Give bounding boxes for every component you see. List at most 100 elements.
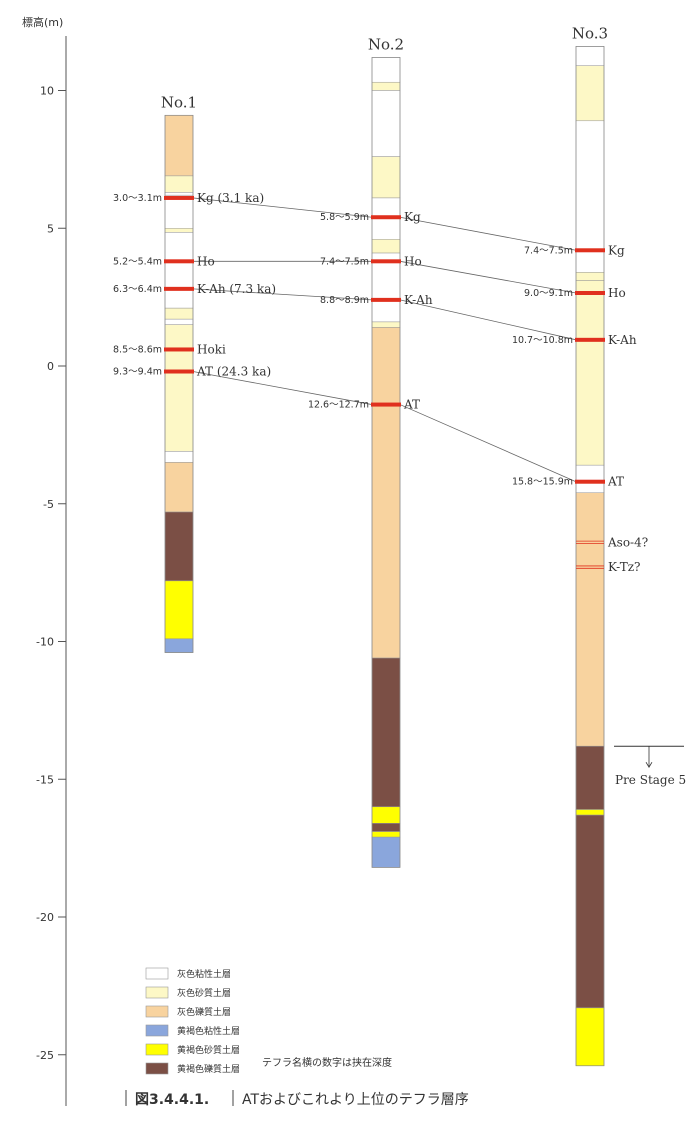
column-outline [371, 57, 401, 868]
borehole-column-1: No.1 Kg (3.1 ka) 3.0～3.1m Ho 5.2～5.4m K-Ah (7… [113, 93, 276, 653]
layer-grey-clay [575, 464, 605, 493]
pre-stage-arrowhead [645, 761, 653, 768]
tephra-label: K-Ah [608, 333, 637, 347]
layer-yellow-gravel [371, 823, 401, 832]
tephra-depth-label: 12.6～12.7m [308, 400, 369, 411]
layer-grey-sand [164, 324, 194, 452]
layer-yellow-gravel [164, 511, 194, 582]
layer-grey-sand [164, 175, 194, 193]
tephra-band [575, 248, 605, 253]
correlation-line-kg [399, 216, 577, 251]
axis-tick-label: -20 [36, 911, 54, 924]
borehole-column-3: No.3 Kg 7.4～7.5m Ho 9.0～9.1m K-Ah 10.7～10.8m AT… [512, 24, 648, 1067]
tephra-depth-label: 15.8～15.9m [512, 477, 573, 488]
layer-grey-sand [575, 65, 605, 122]
tephra-label: K-Tz? [608, 560, 640, 574]
layer-grey-sand [371, 321, 401, 328]
layer-grey-clay [164, 318, 194, 325]
correlation-line-k-ah [399, 299, 577, 341]
axis-title: 標高(m) [22, 15, 63, 29]
legend-swatch-yellow-clay [145, 1024, 169, 1037]
axis-tick-label: -5 [43, 498, 54, 511]
layer-grey-clay [164, 192, 194, 196]
tephra-depth-label: 5.8～5.9m [320, 212, 369, 223]
layer-yellow-sand [575, 809, 605, 816]
layer-yellow-clay [371, 836, 401, 868]
layer-grey-gravel [164, 115, 194, 177]
layer-yellow-sand [371, 831, 401, 838]
tephra-band [575, 479, 605, 484]
axis-tick-label: 5 [47, 222, 54, 235]
layer-grey-clay [371, 57, 401, 83]
tephra-label: Hoki [197, 342, 226, 356]
caption-number: 図3.4.4.1. [135, 1092, 209, 1108]
tephra-band [164, 286, 194, 291]
layer-grey-clay [164, 451, 194, 463]
layer-yellow-sand [371, 806, 401, 824]
layer-yellow-gravel [371, 657, 401, 808]
tephra-label: Aso-4? [607, 535, 648, 549]
tephra-label: Kg (3.1 ka) [197, 191, 264, 205]
legend-swatch-yellow-gravel [145, 1062, 169, 1075]
legend-label: 灰色粘性土層 [177, 968, 231, 980]
tephra-correlation-lines [192, 197, 577, 483]
layer-yellow-sand [164, 580, 194, 639]
tephra-label: Ho [404, 254, 422, 268]
layer-yellow-clay [164, 638, 194, 653]
tephra-depth-label: 5.2～5.4m [113, 256, 162, 267]
tephra-depth-label: 6.3～6.4m [113, 284, 162, 295]
correlation-line-k-ah [192, 288, 373, 301]
layer-grey-sand [371, 239, 401, 254]
tephra-depth-label: 8.5～8.6m [113, 344, 162, 355]
tephra-label: K-Ah (7.3 ka) [197, 282, 276, 296]
layer-grey-clay [371, 252, 401, 323]
tephra-band [164, 259, 194, 264]
legend-label: 灰色礫質土層 [177, 1006, 231, 1018]
layer-grey-clay [575, 120, 605, 273]
tephra-band [164, 347, 194, 352]
tephra-band [371, 402, 401, 407]
layer-grey-gravel [575, 492, 605, 747]
tephra-label: AT [607, 475, 624, 489]
layer-yellow-gravel [575, 814, 605, 1009]
column-outline [164, 114, 194, 653]
tephra-label: Kg [404, 210, 421, 224]
borehole-column-2: No.2 Kg 5.8～5.9m Ho 7.4～7.5m K-Ah 8.8～8.9m AT 12… [308, 35, 433, 868]
pre-stage-marker: Pre Stage 5 [614, 745, 686, 787]
legend-label: 黄褐色砂質土層 [177, 1044, 240, 1056]
axis-tick-label: 10 [40, 85, 54, 98]
tephra-depth-label: 9.0～9.1m [524, 288, 573, 299]
layer-grey-sand [371, 81, 401, 91]
layer-grey-clay [164, 232, 194, 309]
layer-grey-gravel [371, 327, 401, 659]
tephra-band [164, 369, 194, 374]
legend-swatch-yellow-sand [145, 1043, 169, 1056]
layer-grey-sand [164, 228, 194, 233]
legend-label: 黄褐色礫質土層 [177, 1063, 240, 1075]
tephra-depth-label: 3.0～3.1m [113, 193, 162, 204]
layer-yellow-gravel [575, 745, 605, 810]
tephra-label: AT [403, 398, 420, 412]
elevation-axis: 標高(m) [22, 15, 67, 1106]
column-name: No.1 [161, 93, 197, 111]
layer-yellow-sand [575, 1007, 605, 1067]
tephra-depth-label: 9.3～9.4m [113, 367, 162, 378]
tephra-label: K-Ah [404, 293, 433, 307]
borehole-columns: No.1 Kg (3.1 ka) 3.0～3.1m Ho 5.2～5.4m K-Ah (7… [113, 24, 648, 1067]
layer-grey-clay [164, 194, 194, 229]
tephra-band [371, 215, 401, 220]
tephra-label: AT (24.3 ka) [196, 365, 271, 379]
tephra-depth-label: 10.7～10.8m [512, 335, 573, 346]
column-name: No.3 [572, 24, 608, 42]
axis-tick-label: -10 [36, 636, 54, 649]
axis-ticks: 10 5 0 -5 -10 -15 -20 -25 [36, 85, 66, 1062]
axis-tick-label: -15 [36, 773, 54, 786]
correlation-line-kg [192, 197, 373, 218]
tephra-depth-label: 7.4～7.5m [320, 256, 369, 267]
tephra-band [371, 259, 401, 264]
correlation-line-ho [399, 260, 577, 294]
legend-swatch-grey-clay [145, 967, 169, 980]
legend-label: 黄褐色粘性土層 [177, 1025, 240, 1037]
